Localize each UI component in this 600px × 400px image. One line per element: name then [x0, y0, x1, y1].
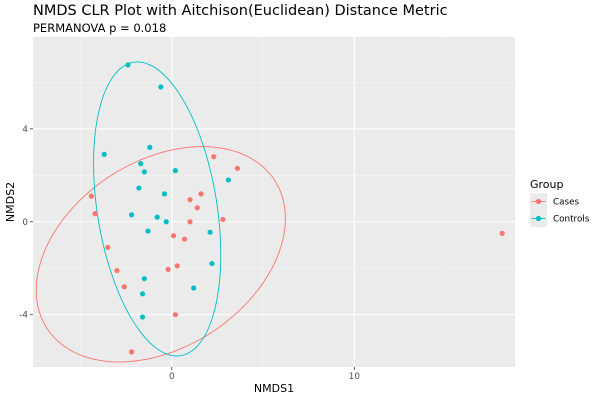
point-cases	[88, 193, 95, 199]
y-tick-label: 0	[22, 218, 28, 228]
x-tick-label: 10	[349, 372, 361, 382]
point-cases	[174, 263, 180, 269]
legend: Group Cases Controls	[530, 178, 590, 227]
point-cases	[234, 165, 241, 171]
x-axis-ticks: 0 10	[169, 367, 360, 382]
point-cases	[114, 267, 120, 274]
chart-subtitle: PERMANOVA p = 0.018	[33, 21, 167, 35]
confidence-ellipses	[35, 61, 286, 363]
y-tick-label: 4	[22, 125, 28, 135]
point-cases	[105, 244, 111, 250]
point-cases	[499, 230, 505, 236]
legend-title: Group	[530, 178, 564, 191]
legend-label-cases: Cases	[553, 198, 580, 208]
point-cases	[187, 197, 193, 203]
legend-key-point	[535, 198, 542, 205]
point-cases	[220, 216, 226, 223]
point-controls	[161, 191, 168, 197]
point-controls	[125, 62, 131, 68]
point-controls	[158, 84, 164, 90]
minor-gridlines	[33, 37, 515, 367]
point-controls	[147, 144, 153, 150]
point-cases	[187, 219, 193, 225]
point-controls	[141, 169, 147, 175]
legend-key-point	[535, 215, 542, 222]
point-controls	[141, 276, 147, 282]
point-controls	[225, 177, 231, 183]
legend-label-controls: Controls	[553, 215, 590, 225]
plot-panel	[33, 37, 515, 367]
y-axis-ticks: -4 0 4	[19, 125, 33, 321]
point-controls	[207, 229, 213, 235]
point-controls	[101, 151, 107, 157]
point-cases	[211, 154, 217, 160]
point-cases	[194, 205, 200, 211]
point-cases	[198, 191, 204, 197]
point-controls	[128, 212, 135, 218]
point-cases	[92, 211, 98, 217]
point-controls	[138, 161, 144, 167]
point-controls	[139, 314, 146, 320]
ellipse-cases	[35, 146, 286, 363]
y-axis-title: NMDS2	[4, 182, 17, 222]
point-controls	[136, 185, 142, 191]
point-controls	[145, 228, 151, 234]
point-cases	[128, 349, 135, 355]
point-cases	[121, 284, 127, 290]
point-controls	[154, 214, 160, 220]
ellipse-controls	[93, 61, 222, 357]
point-controls	[139, 291, 146, 297]
point-controls	[209, 260, 215, 267]
y-tick-label: -4	[19, 311, 28, 321]
point-cases	[170, 233, 177, 239]
point-cases	[172, 312, 179, 318]
major-gridlines	[33, 37, 515, 367]
chart-title: NMDS CLR Plot with Aitchison(Euclidean) …	[33, 3, 448, 19]
point-controls	[163, 219, 169, 225]
point-cases	[165, 266, 171, 272]
x-tick-label: 0	[169, 372, 175, 382]
data-points	[88, 62, 505, 355]
point-controls	[172, 168, 179, 174]
x-axis-title: NMDS1	[254, 382, 294, 395]
point-cases	[181, 236, 188, 242]
point-controls	[191, 285, 197, 291]
